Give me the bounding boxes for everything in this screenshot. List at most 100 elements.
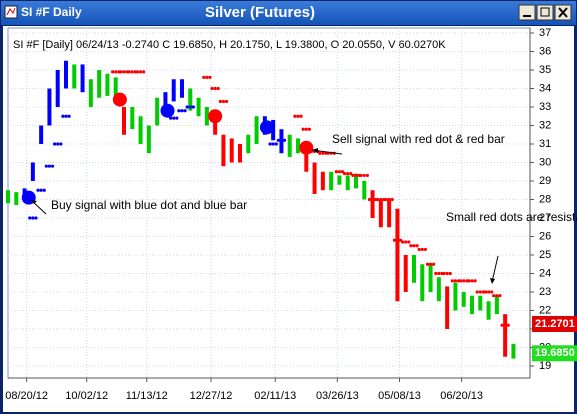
price-label-box — [532, 315, 577, 332]
resistance-dot — [450, 279, 454, 283]
resistance-dot — [492, 294, 496, 298]
price-bar — [138, 116, 143, 144]
price-bar — [378, 199, 383, 228]
resistance-dot — [462, 279, 466, 283]
resistance-dot — [301, 127, 305, 131]
maximize-button[interactable] — [536, 4, 554, 21]
resistance-dot — [401, 240, 405, 244]
support-dot — [47, 164, 52, 168]
max-glyph — [540, 7, 550, 17]
x-tick-label: 03/26/13 — [316, 390, 359, 402]
price-bar — [238, 143, 242, 163]
minimize-button[interactable] — [518, 4, 536, 21]
price-bar — [97, 69, 102, 98]
price-bar — [420, 264, 425, 302]
resistance-dot — [202, 75, 206, 79]
price-bar — [453, 282, 458, 311]
arrowhead — [31, 200, 37, 204]
resistance-dot — [210, 86, 214, 91]
price-bar — [55, 69, 60, 107]
y-tick-label: 33 — [539, 101, 551, 113]
price-bar — [6, 190, 10, 204]
resistance-dot — [437, 271, 441, 276]
y-tick-label: 31 — [539, 138, 551, 150]
y-tick-label: 26 — [539, 230, 551, 242]
resistance-dot — [395, 238, 400, 242]
price-bar — [503, 314, 508, 357]
support-dot — [188, 105, 192, 109]
support-dot — [64, 114, 68, 118]
y-tick-label: 37 — [539, 27, 551, 39]
resistance-dot — [376, 197, 380, 202]
resistance-dot — [503, 323, 507, 327]
arrow — [491, 255, 499, 283]
x-tick-label: 06/20/13 — [440, 390, 483, 402]
support-dot — [185, 105, 189, 109]
price-label: 21.2701 — [535, 318, 575, 330]
plot — [6, 28, 530, 378]
price-bar — [370, 190, 375, 218]
price-bar — [486, 301, 491, 320]
resistance-dot — [390, 197, 394, 202]
support-dot — [279, 138, 284, 142]
plot-area — [7, 27, 531, 379]
price-bar — [72, 64, 77, 89]
resistance-dot — [486, 290, 491, 294]
price-bar — [30, 162, 35, 181]
price-bar — [511, 343, 516, 359]
y-tick-label: 34 — [539, 82, 551, 94]
resistance-dot — [127, 70, 131, 74]
price-bar — [320, 171, 325, 191]
support-dot — [172, 116, 176, 120]
signal-dot — [299, 140, 314, 155]
resistance-dot — [404, 240, 408, 244]
resistance-dot — [362, 173, 366, 178]
price-bar — [113, 77, 118, 98]
resistance-dot — [367, 197, 372, 202]
support-dot — [36, 188, 40, 192]
resistance-dot — [119, 70, 123, 74]
window-buttons[interactable] — [518, 4, 572, 21]
price-bar — [171, 79, 176, 102]
price-bar — [428, 264, 433, 292]
price-label: 19.6850 — [535, 347, 575, 359]
resistance-dot — [407, 240, 411, 244]
support-dot — [44, 164, 48, 168]
price-bar — [445, 286, 450, 329]
price-label-box — [532, 345, 577, 362]
resistance-dot — [495, 294, 499, 298]
resistance-dot — [337, 170, 342, 174]
price-bar — [105, 73, 110, 96]
price-bar — [64, 60, 68, 89]
resistance-dot — [475, 290, 479, 294]
resistance-dot — [459, 279, 463, 283]
resistance-dot — [398, 238, 403, 242]
y-tick-label: 29 — [539, 175, 551, 187]
resistance-dot — [304, 127, 308, 131]
resistance-dot — [349, 171, 353, 176]
resistance-dot — [205, 75, 209, 79]
support-dot — [42, 188, 46, 192]
resistance-dot — [346, 171, 350, 176]
support-dot — [39, 188, 43, 192]
price-bar — [436, 277, 441, 302]
support-dot — [34, 216, 38, 220]
resistance-dot — [135, 70, 140, 74]
close-glyph — [558, 7, 568, 18]
resistance-dot — [354, 173, 358, 178]
resistance-dot — [359, 173, 363, 178]
support-dot — [191, 105, 195, 109]
price-bar — [387, 199, 392, 228]
support-dot — [67, 114, 71, 118]
signal-dot — [208, 109, 223, 124]
resistance-dot — [470, 279, 474, 283]
price-bar — [180, 79, 184, 98]
resistance-dot — [142, 70, 146, 74]
annotation: Sell signal with red dot & red bar — [332, 132, 505, 146]
resistance-dot — [114, 70, 118, 74]
resistance-dot — [448, 271, 452, 276]
y-tick-label: 32 — [539, 119, 551, 131]
support-dot — [50, 164, 55, 168]
price-bar — [14, 192, 19, 206]
